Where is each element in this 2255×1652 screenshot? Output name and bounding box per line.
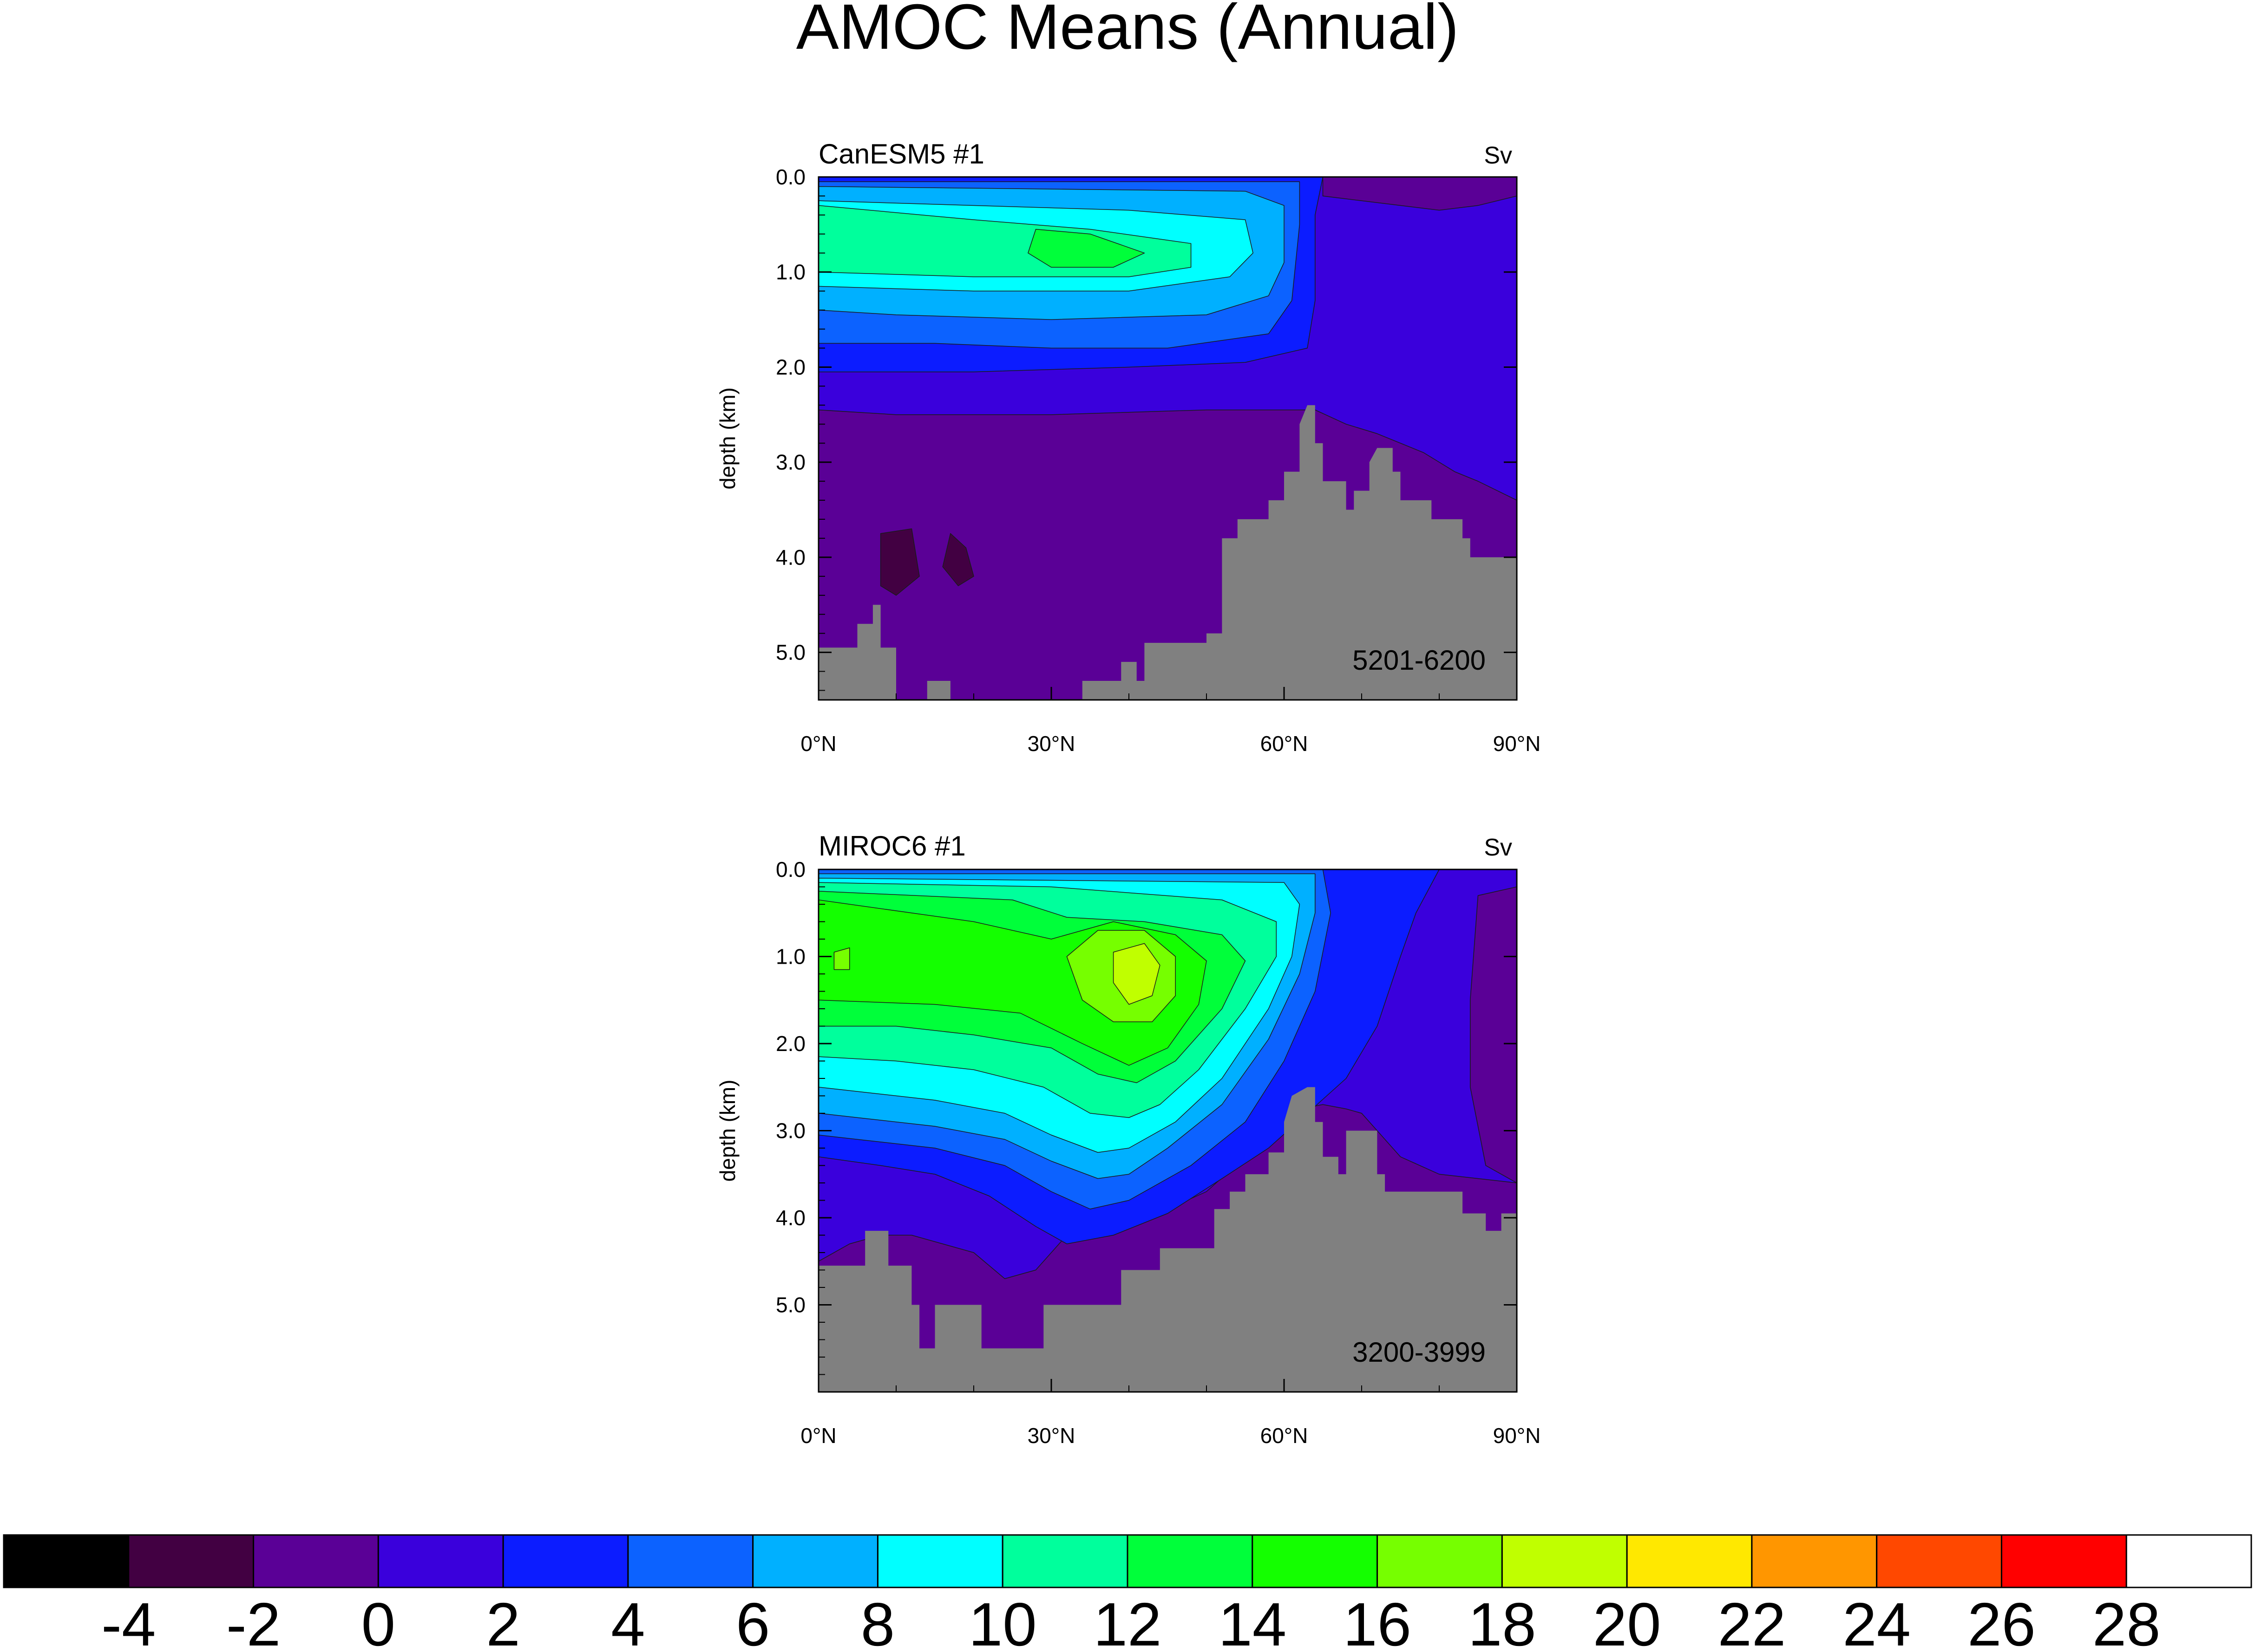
y-tick-label: 4.0	[776, 1206, 806, 1230]
y-tick-label: 3.0	[776, 1119, 806, 1143]
panel-miroc6: 0.0 1.0 2.0 3.0 4.0 5.0 0°N 30°N 60°N 90°N MIROC6 …	[715, 830, 1540, 1448]
contour-upper-cell-12to14	[1028, 229, 1145, 268]
colorbar-tick-label: 22	[1717, 1590, 1786, 1652]
colorbar-swatch	[128, 1534, 255, 1588]
colorbar-tick-label: 26	[1967, 1590, 2036, 1652]
period-label: 5201-6200	[1352, 645, 1486, 676]
y-tick-label: 2.0	[776, 1032, 806, 1056]
y-tick-label: 1.0	[776, 260, 806, 284]
panel-units-label: Sv	[1484, 142, 1512, 169]
colorbar-swatch	[1127, 1534, 1253, 1588]
colorbar-tick-label: 2	[486, 1590, 520, 1652]
x-tick-label: 60°N	[1260, 731, 1308, 756]
x-tick-label: 30°N	[1028, 1423, 1075, 1448]
x-tick-label: 0°N	[800, 731, 836, 756]
colorbar-tick-label: 28	[2092, 1590, 2161, 1652]
x-tick-label: 0°N	[800, 1423, 836, 1448]
colorbar-tick-label: 10	[969, 1590, 1037, 1652]
colorbar-swatch	[253, 1534, 379, 1588]
bathymetry-mask	[819, 1087, 1517, 1392]
colorbar-tick-label: 20	[1593, 1590, 1661, 1652]
colorbar-swatch	[2000, 1534, 2127, 1588]
colorbar-swatch	[877, 1534, 1003, 1588]
bathymetry-mask	[819, 605, 896, 700]
colorbar-swatch	[627, 1534, 754, 1588]
y-tick-label: 5.0	[776, 1293, 806, 1317]
colorbar-tick-label: 12	[1094, 1590, 1162, 1652]
colorbar: -4 -2 0 2 4 6 8 10 12 14 16 18 20 22 24 26 28	[3, 1534, 2252, 1652]
x-tick-label: 60°N	[1260, 1423, 1308, 1448]
bathymetry-mask	[1082, 405, 1517, 700]
colorbar-swatch	[1626, 1534, 1753, 1588]
contour-deep-cell-minus2	[880, 528, 920, 596]
colorbar-tick-label: 8	[861, 1590, 895, 1652]
colorbar-swatch	[1377, 1534, 1503, 1588]
colorbar-tick-label: 16	[1343, 1590, 1411, 1652]
panel-units-label: Sv	[1484, 834, 1512, 861]
colorbar-swatch	[1751, 1534, 1878, 1588]
colorbar-tick-label: 4	[611, 1590, 645, 1652]
y-tick-label: 0.0	[776, 165, 806, 189]
y-tick-label: 0.0	[776, 857, 806, 882]
colorbar-swatch	[3, 1534, 130, 1588]
colorbar-swatch	[1252, 1534, 1378, 1588]
y-tick-label: 3.0	[776, 450, 806, 474]
colorbar-swatch	[1876, 1534, 2002, 1588]
contour-deep-cell-minus2-b	[942, 533, 974, 587]
x-tick-label: 90°N	[1493, 731, 1541, 756]
panel-canesm5: 0.0 1.0 2.0 3.0 4.0 5.0 0°N 30°N 60°N 90°N CanESM5…	[715, 138, 1540, 756]
colorbar-swatch	[1002, 1534, 1128, 1588]
colorbar-swatch	[502, 1534, 629, 1588]
colorbar-tick-label: -4	[101, 1590, 156, 1652]
figure-title: AMOC Means (Annual)	[796, 0, 1459, 63]
colorbar-tick-label: 0	[361, 1590, 395, 1652]
contour-cell-16to18-left	[833, 947, 850, 970]
colorbar-tick-label: 24	[1842, 1590, 1911, 1652]
colorbar-tick-label: -2	[226, 1590, 281, 1652]
panel-left-title: CanESM5 #1	[819, 138, 984, 170]
contour-cell-18to20	[1113, 943, 1160, 1005]
y-tick-label: 2.0	[776, 355, 806, 379]
y-tick-label: 1.0	[776, 945, 806, 969]
panel-left-title: MIROC6 #1	[819, 830, 966, 862]
bathymetry-mask	[927, 681, 951, 700]
y-tick-label: 4.0	[776, 545, 806, 569]
y-axis-label: depth (km)	[715, 387, 740, 490]
colorbar-swatch	[377, 1534, 504, 1588]
colorbar-tick-label: 14	[1218, 1590, 1286, 1652]
y-axis-label: depth (km)	[715, 1080, 740, 1182]
colorbar-tick-label: 6	[736, 1590, 770, 1652]
y-tick-label: 5.0	[776, 640, 806, 665]
period-label: 3200-3999	[1352, 1337, 1486, 1368]
x-tick-label: 90°N	[1493, 1423, 1541, 1448]
x-tick-label: 30°N	[1028, 731, 1075, 756]
colorbar-swatch	[2125, 1534, 2252, 1588]
plot-frame	[818, 176, 1518, 701]
colorbar-swatch	[752, 1534, 878, 1588]
colorbar-tick-label: 18	[1468, 1590, 1536, 1652]
colorbar-swatch	[1501, 1534, 1628, 1588]
contour-deep-minus-right	[1470, 886, 1517, 1183]
